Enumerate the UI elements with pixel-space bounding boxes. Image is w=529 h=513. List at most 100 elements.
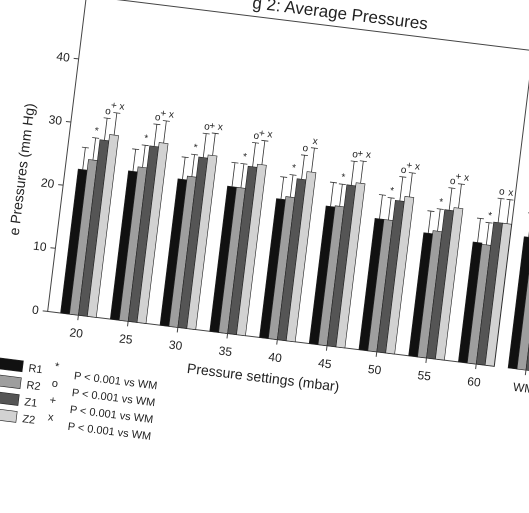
error-bar (399, 176, 404, 201)
error-bar-cap (113, 112, 121, 114)
significance-marker: o (104, 106, 111, 118)
legend-symbol: x (47, 411, 54, 424)
y-tick-mark (73, 57, 79, 60)
y-tick-label: 50 (63, 0, 78, 2)
y-tick-mark (58, 184, 64, 186)
error-bar (458, 184, 462, 209)
x-tick-mark (276, 339, 278, 345)
error-bar (240, 163, 245, 188)
error-bar-cap (300, 154, 309, 157)
x-tick-mark (226, 333, 229, 339)
legend-label: R2 (26, 379, 41, 393)
significance-marker: + x (209, 121, 224, 134)
legend-swatch-z1 (0, 391, 20, 406)
error-bar-cap (448, 187, 456, 189)
error-bar-cap (211, 132, 219, 135)
error-bar (163, 120, 167, 144)
x-tick-mark (325, 345, 328, 351)
bars-group: *o+ x*o+ x*o+ x*o+ x*ox*o+ x*o+ x*o+ x*o… (60, 100, 529, 372)
y-tick-mark (50, 247, 56, 249)
error-bar (252, 142, 256, 167)
significance-marker: o (449, 176, 456, 188)
legend-swatch-r1 (0, 357, 24, 373)
error-bar-cap (506, 198, 514, 201)
error-bar (212, 133, 216, 156)
error-bar (82, 147, 86, 170)
error-bar-cap (359, 160, 367, 162)
x-tick-label: WM (512, 380, 529, 396)
error-bar-cap (162, 120, 170, 122)
error-bar-cap (81, 146, 89, 149)
error-bar-cap (427, 210, 435, 212)
error-bar (408, 172, 413, 197)
error-bar-cap (378, 194, 386, 196)
error-bar-cap (231, 161, 239, 164)
x-tick-mark (375, 351, 378, 357)
significance-marker: + x (160, 108, 175, 121)
significance-marker: x (312, 136, 318, 148)
x-tick-label: 35 (218, 344, 233, 360)
x-tick-label: 55 (417, 368, 432, 384)
error-bar-cap (261, 139, 269, 142)
error-bar (202, 133, 207, 158)
y-tick-mark (42, 310, 48, 312)
x-tick-mark (77, 315, 79, 321)
error-bar-cap (280, 176, 288, 178)
error-bar (113, 112, 118, 136)
significance-marker: + x (258, 128, 273, 141)
y-axis: 0 10 20 30 40 50 (31, 0, 79, 317)
legend-label: R1 (28, 363, 43, 377)
x-tick-label: 25 (118, 331, 133, 347)
error-bar-cap (408, 172, 416, 174)
x-tick-label: 50 (367, 362, 382, 378)
x-tick-label: 45 (317, 356, 332, 372)
error-bar (485, 222, 490, 245)
significance-marker: * (341, 172, 346, 183)
significance-marker: * (193, 142, 198, 153)
significance-marker: o (498, 186, 505, 198)
error-bar-cap (350, 160, 358, 163)
significance-marker: * (242, 152, 247, 163)
error-bar (437, 209, 441, 232)
significance-marker: o (204, 121, 211, 133)
error-bar-cap (132, 148, 140, 151)
x-tick-mark (127, 321, 129, 327)
error-bar (350, 161, 355, 186)
significance-marker: x (508, 187, 514, 199)
significance-marker: * (438, 197, 443, 208)
error-bar-cap (202, 132, 210, 135)
y-tick-label: 40 (56, 49, 71, 65)
error-bar (280, 176, 285, 200)
error-bar (132, 149, 137, 172)
error-bar (261, 140, 266, 165)
error-bar-cap (289, 174, 297, 176)
error-bar (231, 162, 236, 187)
x-tick-mark (475, 363, 477, 370)
x-tick-mark (425, 357, 427, 363)
significance-marker: * (143, 133, 148, 144)
legend-symbol: * (54, 361, 60, 374)
significance-marker: o (352, 149, 359, 161)
error-bar-cap (436, 208, 444, 210)
chart-title: g 2: Average Pressures (251, 0, 428, 34)
significance-marker: o (400, 165, 407, 177)
error-bar (191, 154, 195, 177)
error-bar (142, 145, 146, 168)
error-bar-cap (153, 123, 161, 126)
significance-marker: * (389, 186, 394, 197)
error-bar-cap (103, 117, 111, 119)
legend-label: Z1 (24, 396, 38, 409)
error-bar-cap (191, 153, 199, 156)
error-bar-cap (141, 144, 149, 147)
legend-swatch-z2 (0, 407, 18, 423)
y-tick-mark (65, 120, 71, 123)
legend-swatch-r2 (0, 374, 22, 389)
error-bar-cap (338, 183, 346, 186)
error-bar-cap (399, 176, 407, 178)
error-bar-cap (252, 141, 260, 144)
x-tick-label: 40 (268, 350, 283, 366)
x-tick-mark (524, 370, 527, 376)
error-bar (448, 188, 453, 211)
